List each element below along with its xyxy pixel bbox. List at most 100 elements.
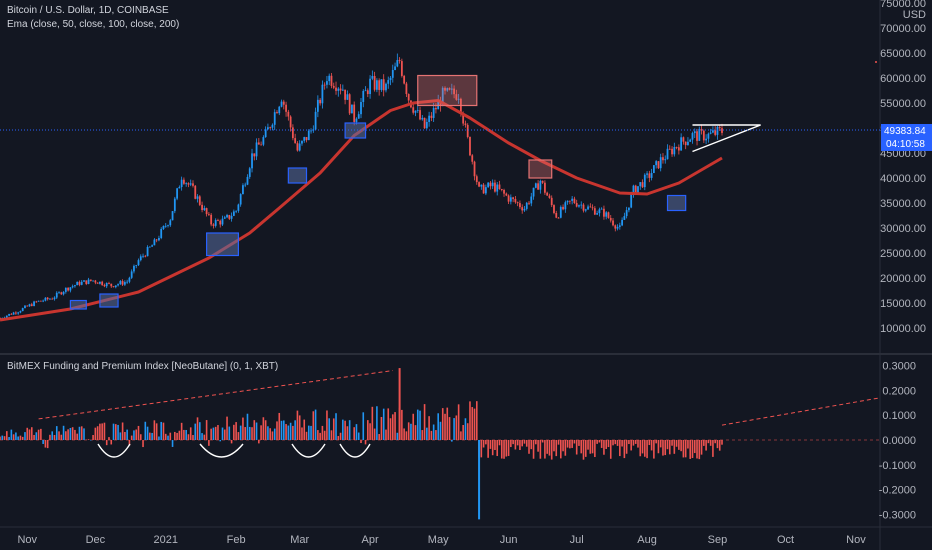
funding-axis[interactable]: 0.3000 0.2000 0.1000 0.0000 -0.1000 -0.2000 -0… [879,361,916,522]
support-zone-box[interactable] [287,167,308,184]
funding-bar [376,406,378,440]
resistance-zone-box[interactable] [417,74,478,107]
candle-up [178,187,181,189]
candle-up [621,219,624,226]
funding-bar [416,409,419,440]
funding-bar [221,427,224,440]
support-zone-box[interactable] [666,194,687,212]
candle-up [632,185,635,195]
time-axis[interactable]: Nov Dec 2021 Feb Mar Apr May Jun Jul Aug Sep Oct Nov [17,534,866,546]
funding-bar [289,422,292,440]
price-tick-label: 15000.00 [880,298,926,310]
funding-bar [378,433,380,440]
candle-up [385,83,387,91]
candle-up [223,217,226,219]
funding-bar [83,428,85,440]
price-tick-label: 55000.00 [880,98,926,110]
candle-down [575,203,578,207]
funding-bar [591,440,594,454]
funding-bar [335,413,337,440]
funding-bar [357,432,360,440]
funding-bar [201,433,203,440]
candle-up [559,206,562,218]
candle-down [276,112,278,114]
candle-up [387,80,390,84]
candle-down [192,183,194,186]
candle-up [441,87,444,106]
candle-up [487,182,490,188]
funding-spike-positive [398,368,401,440]
candle-up [98,281,101,284]
candle-up [328,75,331,82]
candle-down [212,224,215,226]
support-zone-box[interactable] [69,299,87,310]
candle-up [92,280,94,282]
candle-down [544,182,546,193]
candle-up [655,161,658,166]
triangle-pattern[interactable] [692,124,761,153]
candle-down [702,130,705,141]
candle-down [373,75,376,90]
funding-annotations [38,370,881,458]
funding-bar [460,431,462,440]
candle-up [321,84,324,104]
funding-bar [700,440,703,455]
funding-bar [287,425,290,440]
funding-bar [262,417,265,440]
candle-up [616,226,619,229]
candle-down [282,101,285,105]
candle-up [264,129,267,138]
candle-down [412,107,415,113]
funding-trendline[interactable] [721,397,881,426]
funding-bar [353,427,355,440]
triangle-lines[interactable] [692,124,761,153]
candle-up [509,197,512,202]
support-zone-box[interactable] [206,232,239,257]
funding-bar [348,420,351,440]
candle-up [457,98,460,100]
funding-trendline[interactable] [38,370,393,420]
time-tick-label: Feb [227,534,246,546]
candle-down [430,115,433,118]
funding-bar [42,440,44,444]
candle-down [568,200,571,202]
funding-bar [301,427,303,440]
funding-bar [439,421,442,440]
candle-up [496,184,499,192]
candle-down [403,75,406,84]
funding-bar [573,440,576,444]
candle-down [46,297,49,300]
funding-bar [217,425,219,440]
candle-up [160,228,163,238]
funding-bar [512,440,514,445]
candle-up [133,265,135,272]
funding-bar [160,421,163,440]
time-tick-label: Jul [570,534,584,546]
funding-bar [582,440,585,460]
funding-bar [364,440,367,445]
funding-bar [110,440,113,445]
funding-bar [514,440,517,450]
funding-bar [317,430,319,440]
candle-up [637,186,639,193]
candle-up [705,138,708,141]
last-price-line [0,61,880,131]
candle-down [60,292,63,295]
funding-bar [389,418,392,440]
candle-up [196,196,199,199]
funding-bar [373,428,376,440]
candle-down [400,61,403,76]
funding-bar [609,440,612,459]
funding-bar [569,440,571,449]
funding-bar [342,419,344,440]
candle-up [123,282,126,285]
funding-bar [219,440,222,442]
support-zone-box[interactable] [99,293,119,308]
candle-up [618,225,621,227]
candle-down [498,184,501,190]
candle-down [537,183,539,190]
funding-bar [437,413,439,440]
candle-down [353,104,356,122]
resistance-zone-box[interactable] [528,159,553,179]
